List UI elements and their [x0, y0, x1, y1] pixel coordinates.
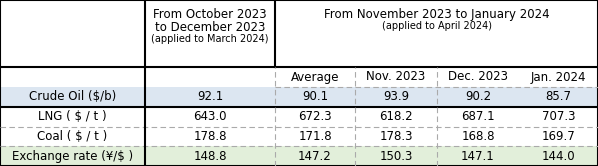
Text: 672.3: 672.3 — [298, 110, 332, 123]
Text: 144.0: 144.0 — [542, 150, 575, 163]
Text: 90.1: 90.1 — [302, 90, 328, 103]
Text: From November 2023 to January 2024: From November 2023 to January 2024 — [324, 8, 550, 21]
Text: 85.7: 85.7 — [545, 90, 572, 103]
Text: 147.2: 147.2 — [298, 150, 332, 163]
Text: 150.3: 150.3 — [379, 150, 413, 163]
Text: 178.3: 178.3 — [379, 130, 413, 143]
Bar — [0, 146, 598, 166]
Text: 148.8: 148.8 — [193, 150, 227, 163]
Bar — [0, 107, 598, 126]
Text: From October 2023: From October 2023 — [153, 8, 267, 21]
Text: Nov. 2023: Nov. 2023 — [367, 71, 426, 83]
Bar — [0, 87, 598, 107]
Text: 707.3: 707.3 — [542, 110, 575, 123]
Text: 171.8: 171.8 — [298, 130, 332, 143]
Text: 93.9: 93.9 — [383, 90, 409, 103]
Text: 90.2: 90.2 — [465, 90, 491, 103]
Text: 168.8: 168.8 — [461, 130, 495, 143]
Text: Coal ( $ / t ): Coal ( $ / t ) — [37, 130, 108, 143]
Text: 178.8: 178.8 — [193, 130, 227, 143]
Text: 643.0: 643.0 — [193, 110, 227, 123]
Text: (applied to March 2024): (applied to March 2024) — [151, 34, 269, 44]
Text: LNG ( $ / t ): LNG ( $ / t ) — [38, 110, 107, 123]
Text: Jan. 2024: Jan. 2024 — [531, 71, 586, 83]
Text: 618.2: 618.2 — [379, 110, 413, 123]
Bar — [0, 126, 598, 146]
Text: Crude Oil ($/b): Crude Oil ($/b) — [29, 90, 116, 103]
Text: to December 2023: to December 2023 — [155, 21, 265, 34]
Text: 147.1: 147.1 — [461, 150, 495, 163]
Text: 687.1: 687.1 — [461, 110, 495, 123]
Text: Exchange rate (¥/$ ): Exchange rate (¥/$ ) — [12, 150, 133, 163]
Text: Dec. 2023: Dec. 2023 — [448, 71, 508, 83]
Text: Average: Average — [291, 71, 339, 83]
Text: 92.1: 92.1 — [197, 90, 223, 103]
Bar — [0, 0, 598, 67]
Bar — [0, 67, 598, 87]
Text: (applied to April 2024): (applied to April 2024) — [382, 21, 492, 31]
Text: 169.7: 169.7 — [542, 130, 575, 143]
